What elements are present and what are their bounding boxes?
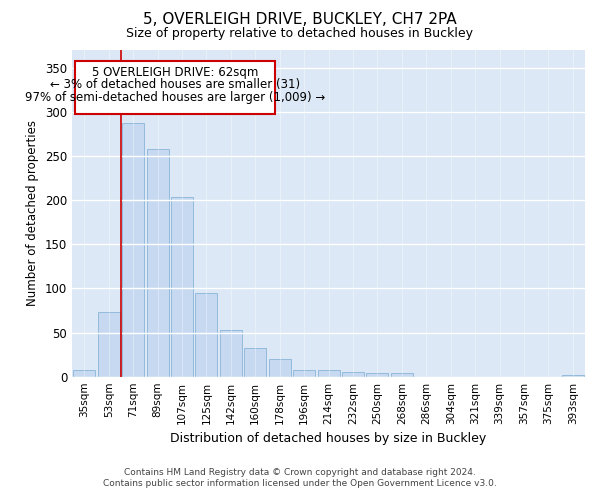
Text: Size of property relative to detached houses in Buckley: Size of property relative to detached ho… <box>127 28 473 40</box>
Text: ← 3% of detached houses are smaller (31): ← 3% of detached houses are smaller (31) <box>50 78 300 92</box>
Bar <box>74 62 275 114</box>
Bar <box>146 149 169 376</box>
Bar <box>562 375 584 376</box>
Bar <box>367 373 388 376</box>
Bar <box>220 330 242 376</box>
X-axis label: Distribution of detached houses by size in Buckley: Distribution of detached houses by size … <box>170 432 487 445</box>
Y-axis label: Number of detached properties: Number of detached properties <box>26 120 40 306</box>
Bar <box>293 370 315 376</box>
Bar <box>342 372 364 376</box>
Bar <box>269 359 291 376</box>
Text: Contains HM Land Registry data © Crown copyright and database right 2024.
Contai: Contains HM Land Registry data © Crown c… <box>103 468 497 487</box>
Bar <box>391 373 413 376</box>
Bar <box>244 348 266 376</box>
Bar <box>196 293 217 376</box>
Bar <box>73 370 95 376</box>
Bar <box>122 124 144 376</box>
Text: 5, OVERLEIGH DRIVE, BUCKLEY, CH7 2PA: 5, OVERLEIGH DRIVE, BUCKLEY, CH7 2PA <box>143 12 457 28</box>
Bar <box>98 312 120 376</box>
Text: 5 OVERLEIGH DRIVE: 62sqm: 5 OVERLEIGH DRIVE: 62sqm <box>92 66 258 79</box>
Bar <box>317 370 340 376</box>
Bar <box>171 196 193 376</box>
Text: 97% of semi-detached houses are larger (1,009) →: 97% of semi-detached houses are larger (… <box>25 90 325 104</box>
